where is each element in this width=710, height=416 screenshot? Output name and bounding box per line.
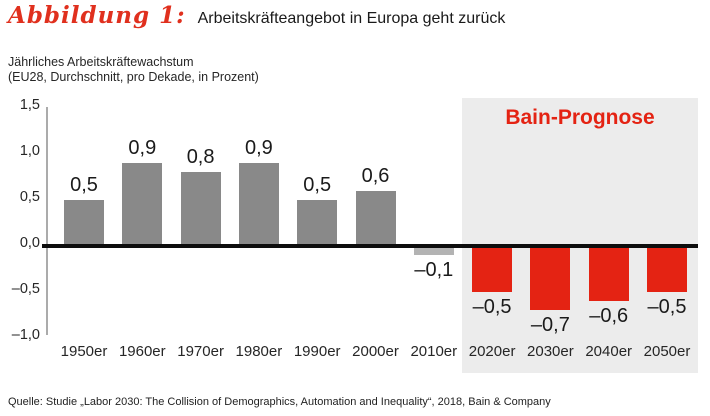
chart-bar [355,190,396,246]
chart-subtitle: Jährliches Arbeitskräftewachstum (EU28, … [8,55,259,85]
y-axis-tick-label: 1,5 [19,97,40,113]
y-axis-tick-label: –1,0 [11,327,40,343]
header: Abbildung 1: Arbeitskräfteangebot in Eur… [8,2,505,29]
chart-bar [413,246,454,256]
chart-bar [472,246,513,292]
bar-value-label: –0,6 [589,305,629,328]
bar-value-label: –0,5 [472,296,512,318]
source-note: Quelle: Studie „Labor 2030: The Collisio… [8,396,551,408]
forecast-panel-background [462,98,698,373]
x-axis-category-label: 2030er [527,343,574,360]
chart-bar [530,246,571,311]
x-axis-category-label: 1960er [118,343,166,360]
chart-subtitle-line2: (EU28, Durchschnitt, pro Dekade, in Proz… [8,70,259,84]
y-axis-tick-label: –0,5 [11,281,40,297]
x-axis-category-label: 1970er [177,343,224,360]
y-axis-tick-label: 0,5 [19,189,40,205]
x-axis-category-label: 2000er [352,343,399,360]
bar-value-label: –0,7 [530,314,570,337]
chart-bar [238,163,279,246]
figure-number-label: Abbildung 1: [8,2,186,29]
bar-value-label: 0,9 [244,137,273,160]
x-axis-category-label: 1980er [235,343,283,360]
x-axis-category-label: 2020er [468,343,516,360]
bar-value-label: 0,8 [186,146,215,169]
bar-value-label: 0,5 [303,174,332,196]
zero-baseline [42,244,698,248]
chart-bar [297,200,338,246]
chart-bar [588,246,629,302]
chart-subtitle-line1: Jährliches Arbeitskräftewachstum [8,55,194,69]
forecast-label: Bain-Prognose [505,106,655,129]
x-axis-category-label: 2050er [643,343,691,360]
x-axis-category-label: 2010er [410,343,458,360]
chart-bar [64,200,104,246]
bar-value-label: 0,5 [70,174,98,196]
bar-value-label: 0,9 [128,137,157,160]
chart-bar [122,163,163,246]
chart-bar [180,172,221,246]
y-axis-tick-label: 1,0 [19,143,40,159]
chart-bar [647,246,687,292]
bar-value-label: –0,1 [414,259,454,282]
bar-value-label: 0,6 [361,164,390,187]
x-axis-category-label: 2040er [585,343,633,360]
y-axis-line [46,107,48,335]
x-axis-category-label: 1990er [293,343,341,360]
x-axis-category-label: 1950er [60,343,108,360]
bar-value-label: –0,5 [647,296,687,318]
page-title: Arbeitskräfteangebot in Europa geht zurü… [197,10,506,27]
y-axis-tick-label: 0,0 [19,235,40,251]
